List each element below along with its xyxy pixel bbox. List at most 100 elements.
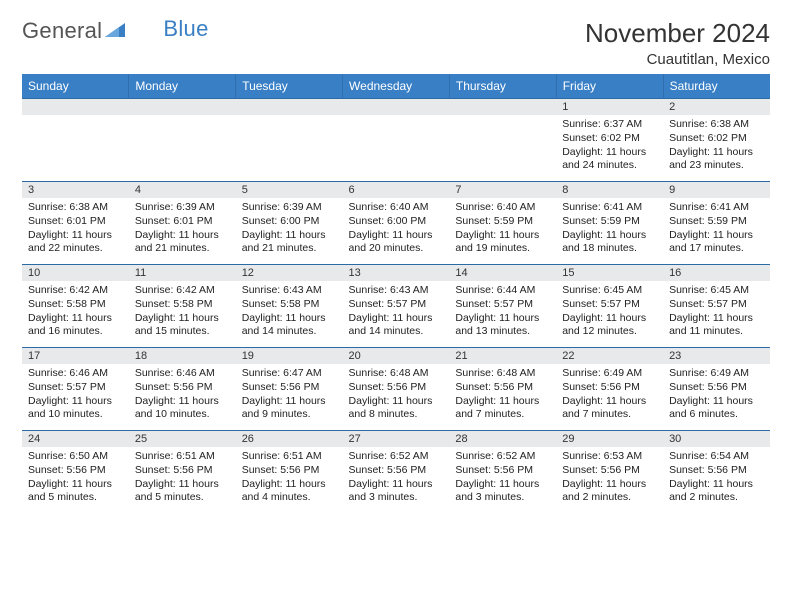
day-sunrise: Sunrise: 6:44 AM <box>455 284 550 297</box>
day-daylight: Daylight: 11 hours and 23 minutes. <box>669 146 764 172</box>
location-label: Cuautitlan, Mexico <box>585 51 770 68</box>
day-body: Sunrise: 6:39 AMSunset: 6:00 PMDaylight:… <box>236 198 343 261</box>
day-body: Sunrise: 6:43 AMSunset: 5:57 PMDaylight:… <box>343 281 450 344</box>
day-number: 22 <box>556 348 663 364</box>
calendar-day-cell: 4Sunrise: 6:39 AMSunset: 6:01 PMDaylight… <box>129 182 236 265</box>
calendar-day-cell: 6Sunrise: 6:40 AMSunset: 6:00 PMDaylight… <box>343 182 450 265</box>
day-number: 19 <box>236 348 343 364</box>
calendar-day-cell: 28Sunrise: 6:52 AMSunset: 5:56 PMDayligh… <box>449 431 556 514</box>
day-number: 8 <box>556 182 663 198</box>
day-daylight: Daylight: 11 hours and 17 minutes. <box>669 229 764 255</box>
day-sunrise: Sunrise: 6:42 AM <box>135 284 230 297</box>
weekday-header: Tuesday <box>236 74 343 99</box>
day-daylight: Daylight: 11 hours and 7 minutes. <box>562 395 657 421</box>
day-daylight: Daylight: 11 hours and 15 minutes. <box>135 312 230 338</box>
day-sunset: Sunset: 5:56 PM <box>455 381 550 394</box>
day-sunrise: Sunrise: 6:41 AM <box>669 201 764 214</box>
day-number: 6 <box>343 182 450 198</box>
day-sunset: Sunset: 5:56 PM <box>349 464 444 477</box>
day-number: 18 <box>129 348 236 364</box>
day-body: Sunrise: 6:42 AMSunset: 5:58 PMDaylight:… <box>22 281 129 344</box>
calendar-week-row: 1Sunrise: 6:37 AMSunset: 6:02 PMDaylight… <box>22 99 770 182</box>
day-daylight: Daylight: 11 hours and 4 minutes. <box>242 478 337 504</box>
calendar-day-cell <box>343 99 450 182</box>
day-sunset: Sunset: 5:57 PM <box>669 298 764 311</box>
day-body: Sunrise: 6:52 AMSunset: 5:56 PMDaylight:… <box>449 447 556 510</box>
day-daylight: Daylight: 11 hours and 16 minutes. <box>28 312 123 338</box>
day-body: Sunrise: 6:47 AMSunset: 5:56 PMDaylight:… <box>236 364 343 427</box>
day-body: Sunrise: 6:52 AMSunset: 5:56 PMDaylight:… <box>343 447 450 510</box>
calendar-day-cell <box>22 99 129 182</box>
day-daylight: Daylight: 11 hours and 5 minutes. <box>28 478 123 504</box>
calendar-day-cell: 25Sunrise: 6:51 AMSunset: 5:56 PMDayligh… <box>129 431 236 514</box>
day-sunset: Sunset: 5:56 PM <box>562 464 657 477</box>
day-sunset: Sunset: 5:59 PM <box>669 215 764 228</box>
day-number: 5 <box>236 182 343 198</box>
calendar-day-cell: 19Sunrise: 6:47 AMSunset: 5:56 PMDayligh… <box>236 348 343 431</box>
calendar-day-cell: 11Sunrise: 6:42 AMSunset: 5:58 PMDayligh… <box>129 265 236 348</box>
day-sunset: Sunset: 5:56 PM <box>669 464 764 477</box>
day-sunset: Sunset: 5:58 PM <box>28 298 123 311</box>
calendar-day-cell: 7Sunrise: 6:40 AMSunset: 5:59 PMDaylight… <box>449 182 556 265</box>
day-sunrise: Sunrise: 6:48 AM <box>349 367 444 380</box>
day-body: Sunrise: 6:43 AMSunset: 5:58 PMDaylight:… <box>236 281 343 344</box>
day-sunrise: Sunrise: 6:52 AM <box>455 450 550 463</box>
calendar-day-cell: 15Sunrise: 6:45 AMSunset: 5:57 PMDayligh… <box>556 265 663 348</box>
day-sunrise: Sunrise: 6:50 AM <box>28 450 123 463</box>
day-number: 24 <box>22 431 129 447</box>
day-sunset: Sunset: 5:58 PM <box>242 298 337 311</box>
day-body: Sunrise: 6:41 AMSunset: 5:59 PMDaylight:… <box>663 198 770 261</box>
day-daylight: Daylight: 11 hours and 11 minutes. <box>669 312 764 338</box>
day-body: Sunrise: 6:39 AMSunset: 6:01 PMDaylight:… <box>129 198 236 261</box>
calendar-day-cell: 10Sunrise: 6:42 AMSunset: 5:58 PMDayligh… <box>22 265 129 348</box>
day-daylight: Daylight: 11 hours and 21 minutes. <box>135 229 230 255</box>
day-sunrise: Sunrise: 6:42 AM <box>28 284 123 297</box>
calendar-day-cell: 12Sunrise: 6:43 AMSunset: 5:58 PMDayligh… <box>236 265 343 348</box>
calendar-week-row: 17Sunrise: 6:46 AMSunset: 5:57 PMDayligh… <box>22 348 770 431</box>
day-sunrise: Sunrise: 6:41 AM <box>562 201 657 214</box>
calendar-day-cell: 22Sunrise: 6:49 AMSunset: 5:56 PMDayligh… <box>556 348 663 431</box>
day-sunrise: Sunrise: 6:40 AM <box>455 201 550 214</box>
day-daylight: Daylight: 11 hours and 13 minutes. <box>455 312 550 338</box>
calendar-day-cell: 27Sunrise: 6:52 AMSunset: 5:56 PMDayligh… <box>343 431 450 514</box>
calendar-day-cell: 9Sunrise: 6:41 AMSunset: 5:59 PMDaylight… <box>663 182 770 265</box>
day-sunrise: Sunrise: 6:37 AM <box>562 118 657 131</box>
day-number: 28 <box>449 431 556 447</box>
day-body: Sunrise: 6:51 AMSunset: 5:56 PMDaylight:… <box>129 447 236 510</box>
day-sunrise: Sunrise: 6:40 AM <box>349 201 444 214</box>
day-daylight: Daylight: 11 hours and 22 minutes. <box>28 229 123 255</box>
day-daylight: Daylight: 11 hours and 18 minutes. <box>562 229 657 255</box>
day-sunset: Sunset: 5:56 PM <box>135 464 230 477</box>
day-sunset: Sunset: 5:56 PM <box>28 464 123 477</box>
calendar-week-row: 10Sunrise: 6:42 AMSunset: 5:58 PMDayligh… <box>22 265 770 348</box>
title-block: November 2024 Cuautitlan, Mexico <box>585 18 770 68</box>
day-number: 15 <box>556 265 663 281</box>
day-number <box>129 99 236 115</box>
day-sunrise: Sunrise: 6:45 AM <box>669 284 764 297</box>
day-sunset: Sunset: 6:01 PM <box>135 215 230 228</box>
calendar-day-cell: 5Sunrise: 6:39 AMSunset: 6:00 PMDaylight… <box>236 182 343 265</box>
calendar-week-row: 3Sunrise: 6:38 AMSunset: 6:01 PMDaylight… <box>22 182 770 265</box>
day-sunrise: Sunrise: 6:52 AM <box>349 450 444 463</box>
day-number: 14 <box>449 265 556 281</box>
day-daylight: Daylight: 11 hours and 2 minutes. <box>669 478 764 504</box>
day-body: Sunrise: 6:51 AMSunset: 5:56 PMDaylight:… <box>236 447 343 510</box>
day-sunrise: Sunrise: 6:46 AM <box>135 367 230 380</box>
day-daylight: Daylight: 11 hours and 6 minutes. <box>669 395 764 421</box>
day-body: Sunrise: 6:38 AMSunset: 6:01 PMDaylight:… <box>22 198 129 261</box>
day-sunset: Sunset: 5:57 PM <box>562 298 657 311</box>
day-sunset: Sunset: 5:56 PM <box>455 464 550 477</box>
day-body: Sunrise: 6:44 AMSunset: 5:57 PMDaylight:… <box>449 281 556 344</box>
day-number: 10 <box>22 265 129 281</box>
day-number: 9 <box>663 182 770 198</box>
month-title: November 2024 <box>585 18 770 49</box>
day-sunset: Sunset: 6:01 PM <box>28 215 123 228</box>
day-sunrise: Sunrise: 6:45 AM <box>562 284 657 297</box>
day-sunrise: Sunrise: 6:47 AM <box>242 367 337 380</box>
day-number: 3 <box>22 182 129 198</box>
calendar-day-cell: 14Sunrise: 6:44 AMSunset: 5:57 PMDayligh… <box>449 265 556 348</box>
day-body: Sunrise: 6:40 AMSunset: 6:00 PMDaylight:… <box>343 198 450 261</box>
day-sunrise: Sunrise: 6:51 AM <box>135 450 230 463</box>
day-daylight: Daylight: 11 hours and 3 minutes. <box>349 478 444 504</box>
day-body: Sunrise: 6:37 AMSunset: 6:02 PMDaylight:… <box>556 115 663 178</box>
